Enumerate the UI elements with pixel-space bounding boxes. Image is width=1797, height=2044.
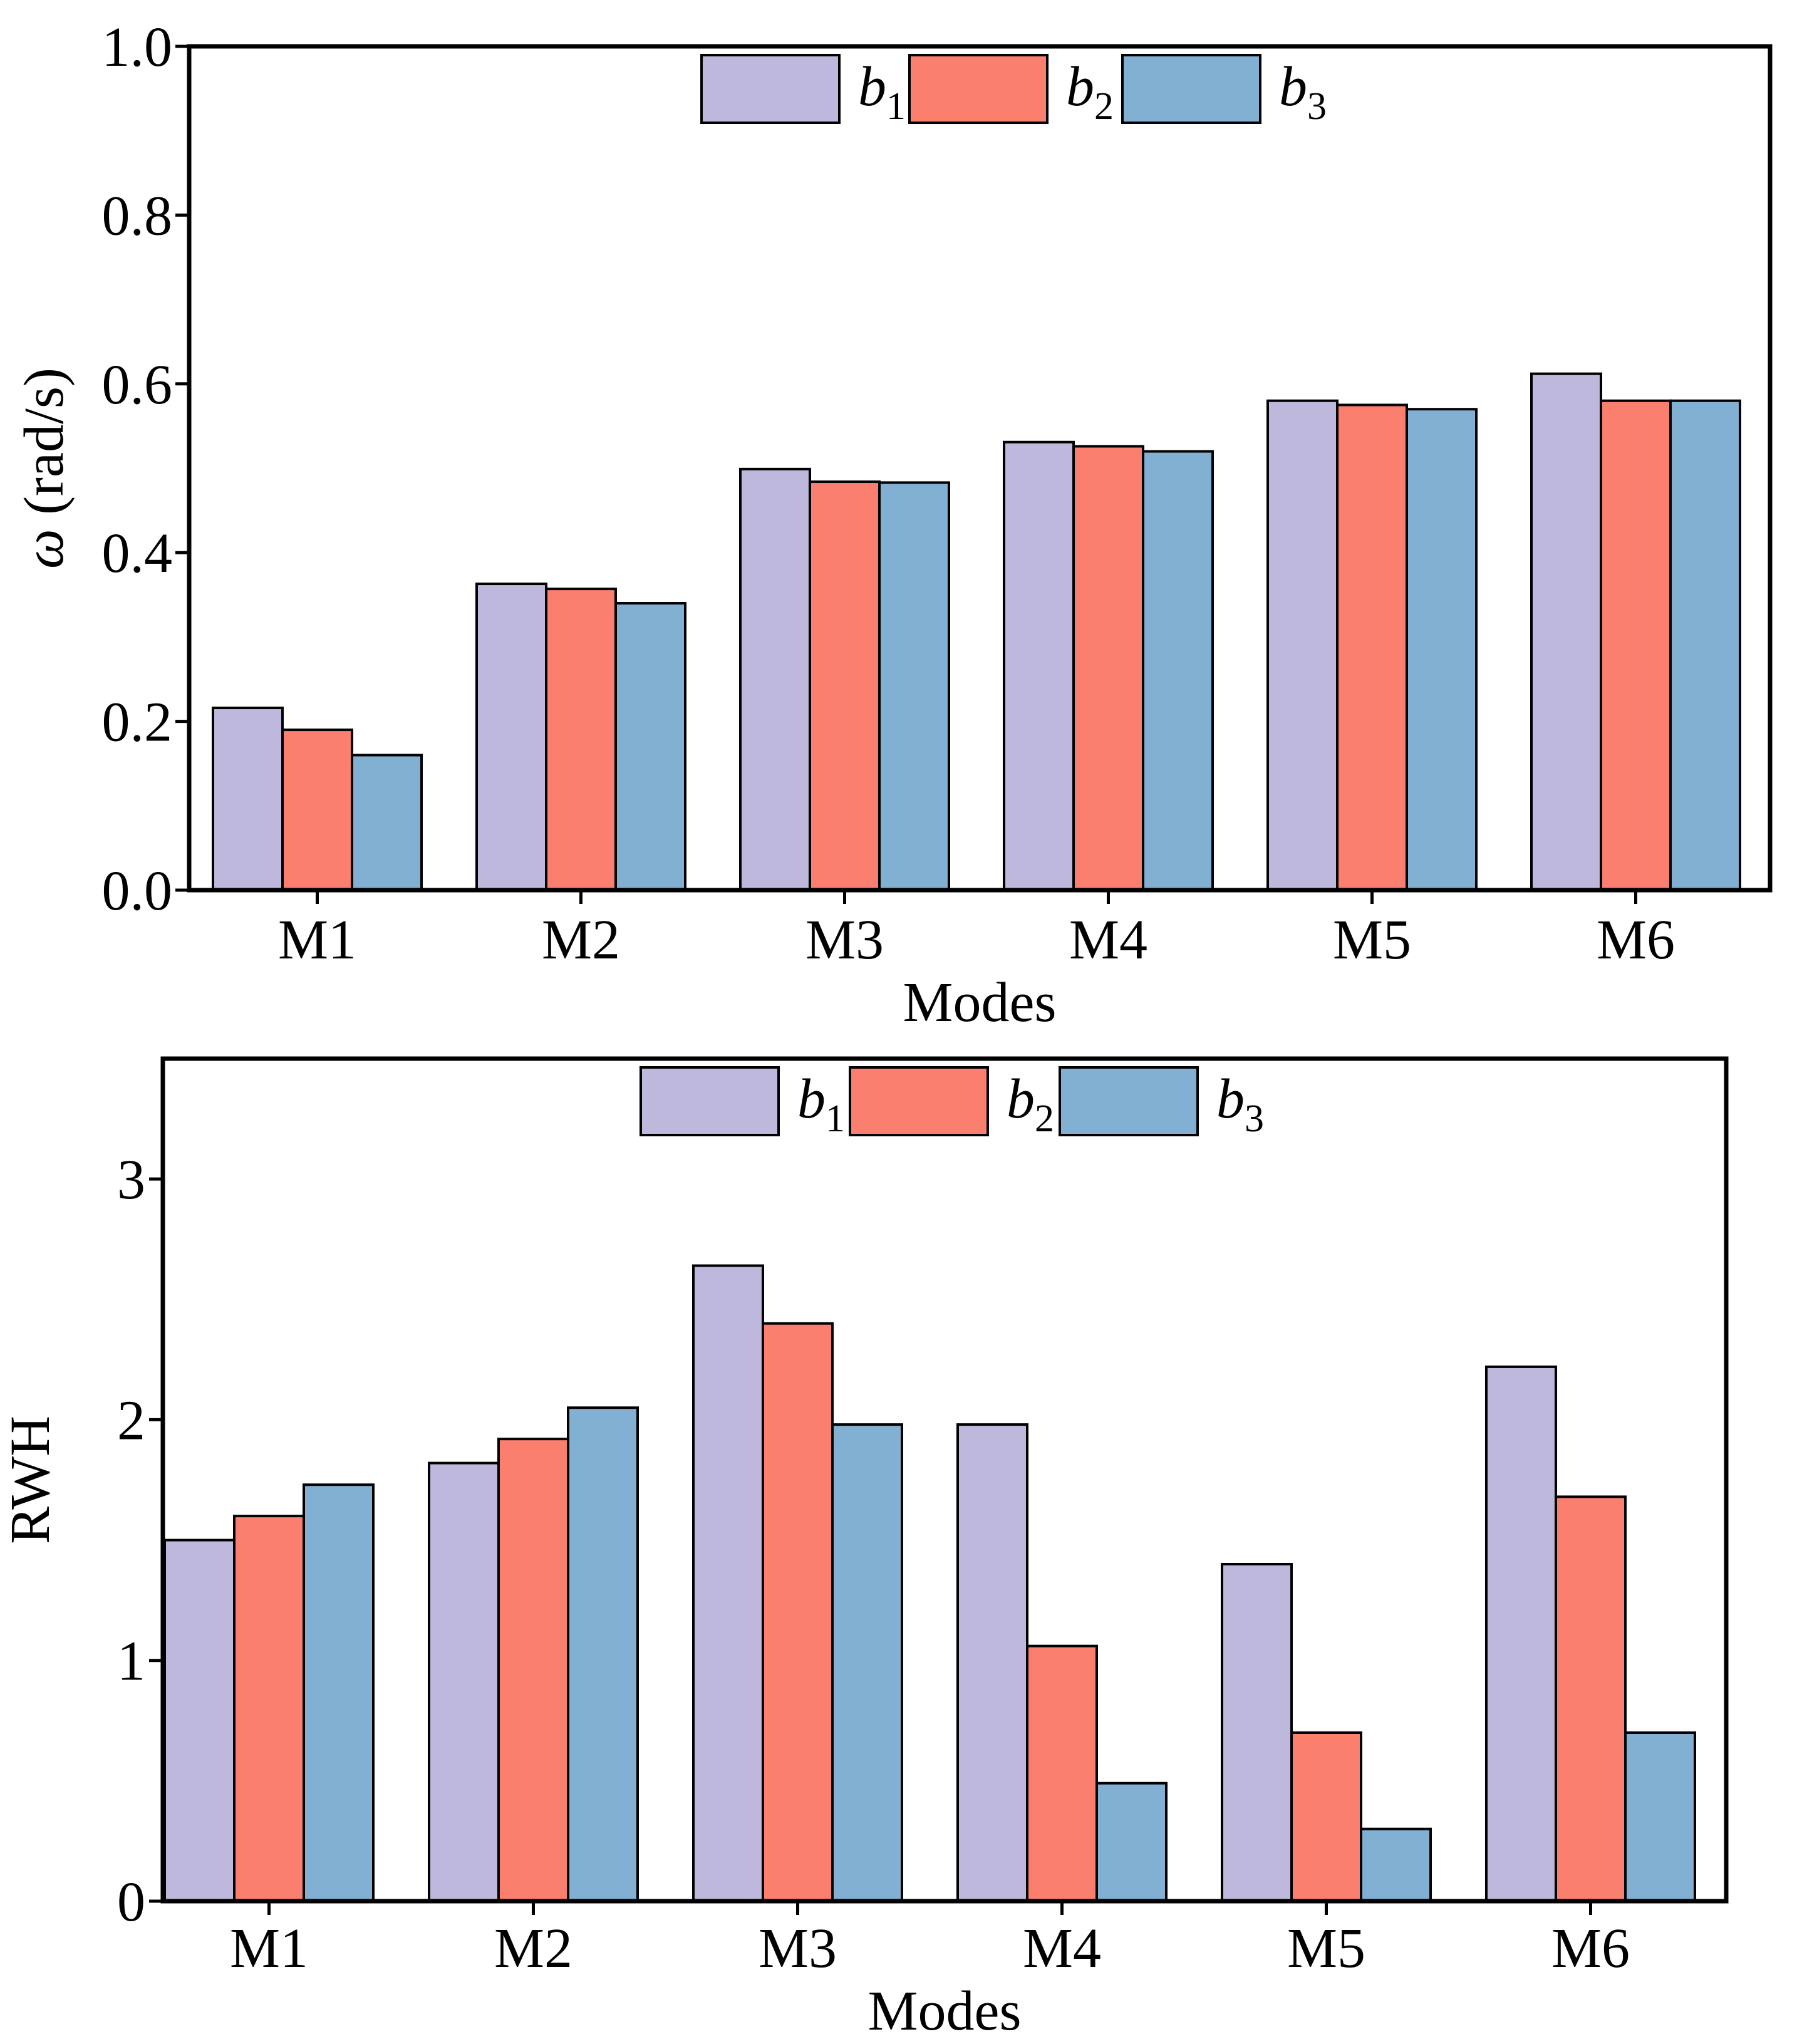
bar-b1-m4 xyxy=(1003,440,1075,891)
bar-b2-m5 xyxy=(1336,403,1408,891)
bar-b2-m2 xyxy=(545,588,617,891)
y-axis-symbol: ω xyxy=(13,529,75,569)
bar-b1-m2 xyxy=(428,1461,500,1903)
bar-b2-m4 xyxy=(1026,1644,1098,1903)
x-tick-label-m3: M3 xyxy=(805,909,884,971)
bar-b1-m3 xyxy=(739,467,811,891)
y-axis-label: RWH xyxy=(0,1416,61,1544)
legend-swatch-b2 xyxy=(849,1066,989,1136)
x-tick-label-m1: M1 xyxy=(230,1917,308,1979)
bar-b3-m2 xyxy=(614,602,686,892)
bar-b3-m6 xyxy=(1624,1731,1696,1902)
bar-b3-m1 xyxy=(351,754,423,891)
bar-b3-m4 xyxy=(1095,1782,1168,1902)
x-tick-label-m6: M6 xyxy=(1551,1917,1630,1979)
y-axis-unit: (rad/s) xyxy=(13,368,75,529)
y-tick-label: 0.4 xyxy=(102,522,173,584)
y-tick-label: 0.0 xyxy=(102,860,173,922)
bar-b2-m6 xyxy=(1600,399,1672,891)
bar-b3-m2 xyxy=(567,1406,639,1903)
x-tick-label-m5: M5 xyxy=(1287,1917,1365,1979)
y-tick-label: 1 xyxy=(117,1631,145,1693)
bar-b3-m5 xyxy=(1360,1827,1432,1903)
bar-b2-m4 xyxy=(1072,445,1144,891)
x-tick-label-m4: M4 xyxy=(1023,1917,1101,1979)
bar-b2-m6 xyxy=(1555,1495,1627,1902)
bar-b1-m5 xyxy=(1221,1563,1293,1902)
bar-b2-m2 xyxy=(497,1438,569,1902)
bar-b2-m3 xyxy=(809,480,881,891)
x-tick-label-m1: M1 xyxy=(278,909,356,971)
bar-b3-m5 xyxy=(1406,408,1478,891)
y-tick-label: 0.2 xyxy=(102,692,173,754)
y-tick-label: 1.0 xyxy=(102,16,173,78)
x-tick-label-m5: M5 xyxy=(1333,909,1411,971)
bar-b2-m3 xyxy=(762,1322,834,1903)
legend-label-b3: b3 xyxy=(1279,56,1327,128)
bar-b3-m1 xyxy=(303,1483,375,1903)
bar-b3-m3 xyxy=(878,481,950,891)
bar-b2-m5 xyxy=(1290,1731,1362,1902)
legend-swatch-b1 xyxy=(640,1066,780,1136)
legend-label-b3: b3 xyxy=(1216,1068,1264,1140)
bar-b1-m6 xyxy=(1485,1365,1557,1902)
bar-b1-m6 xyxy=(1530,372,1602,891)
plot-frame xyxy=(160,1056,1729,1904)
y-tick-label: 0 xyxy=(117,1871,145,1933)
x-tick-label-m6: M6 xyxy=(1597,909,1675,971)
legend-swatch-b2 xyxy=(908,54,1049,124)
x-tick-label-m2: M2 xyxy=(542,909,620,971)
x-tick-label-m3: M3 xyxy=(759,1917,837,1979)
bar-b1-m4 xyxy=(956,1423,1028,1902)
y-tick-label: 3 xyxy=(117,1149,145,1211)
omega-bar-chart: 0.0 0.2 0.4 0.6 0.8 1.0 M1 M2 M3 M4 M5 M6 Modes ω (ra… xyxy=(13,16,1773,1034)
legend-label-b1: b1 xyxy=(858,56,906,128)
y-tick-label: 0.6 xyxy=(102,354,173,416)
x-axis-label: Modes xyxy=(868,1980,1022,2042)
bar-b1-m1 xyxy=(212,707,284,891)
legend-label-b2: b2 xyxy=(1066,56,1114,128)
y-axis-label: ω (rad/s) xyxy=(13,368,75,569)
bar-b2-m1 xyxy=(233,1515,305,1902)
plot-frame xyxy=(187,44,1773,893)
bar-b2-m1 xyxy=(281,729,353,891)
bar-b1-m3 xyxy=(692,1264,764,1902)
x-axis-label: Modes xyxy=(903,972,1057,1034)
legend-swatch-b3 xyxy=(1059,1066,1199,1136)
rwh-bar-chart: 0 1 2 3 M1 M2 M3 M4 M5 M6 Modes RWH b1 b2 b3 xyxy=(0,1056,1729,2042)
legend-label-b2: b2 xyxy=(1007,1068,1054,1140)
legend-swatch-b3 xyxy=(1121,54,1261,124)
y-tick-label: 0.8 xyxy=(102,185,173,247)
bar-b1-m2 xyxy=(475,583,547,891)
legend-swatch-b1 xyxy=(700,54,841,124)
x-tick-label-m2: M2 xyxy=(494,1917,572,1979)
bar-b3-m3 xyxy=(831,1423,903,1902)
bar-b1-m5 xyxy=(1266,399,1339,891)
bar-b1-m1 xyxy=(163,1538,236,1903)
legend-label-b1: b1 xyxy=(797,1068,845,1140)
bar-b3-m6 xyxy=(1669,399,1741,891)
bar-b3-m4 xyxy=(1142,450,1214,891)
x-tick-label-m4: M4 xyxy=(1069,909,1147,971)
y-tick-label: 2 xyxy=(117,1389,145,1451)
